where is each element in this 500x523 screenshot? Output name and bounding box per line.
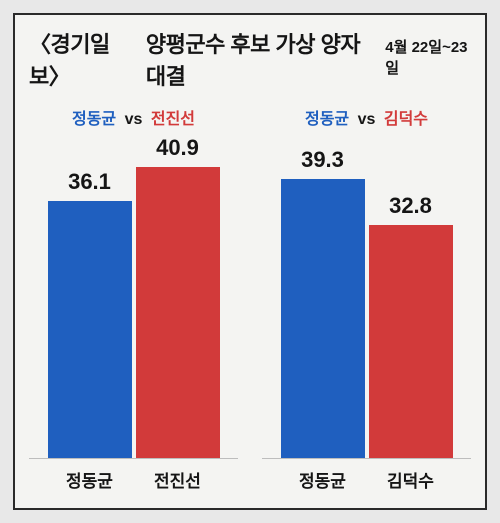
bar-b: [369, 225, 453, 458]
bar-value: 39.3: [301, 147, 344, 173]
x-label-a: 정동균: [281, 467, 365, 492]
matchup-vs: vs: [125, 111, 143, 128]
bar-value: 32.8: [389, 193, 432, 219]
title-date: 4월 22일~23일: [385, 36, 471, 78]
bars-area: 39.3 32.8: [262, 135, 471, 459]
title-source: 〈경기일보〉: [29, 27, 138, 91]
matchup-name-a: 정동균: [72, 111, 116, 128]
chart-frame: 〈경기일보〉 양평군수 후보 가상 양자 대결 4월 22일~23일 정동균 v…: [13, 13, 487, 510]
bar-a: [48, 201, 132, 458]
charts-row: 정동균 vs 전진선 36.1 40.9 정동균 전진선: [29, 105, 471, 492]
x-label-b: 김덕수: [369, 467, 453, 492]
matchup-label: 정동균 vs 김덕수: [262, 105, 471, 129]
x-label-a: 정동균: [48, 467, 132, 492]
bar-b: [136, 167, 220, 458]
matchup-name-a: 정동균: [305, 111, 349, 128]
chart-panel-1: 정동균 vs 김덕수 39.3 32.8 정동균 김덕수: [262, 105, 471, 492]
x-label-b: 전진선: [136, 467, 220, 492]
bar-wrap-b: 32.8: [369, 135, 453, 458]
bar-wrap-a: 39.3: [281, 135, 365, 458]
chart-panel-0: 정동균 vs 전진선 36.1 40.9 정동균 전진선: [29, 105, 238, 492]
matchup-name-b: 김덕수: [384, 111, 428, 128]
bar-wrap-a: 36.1: [48, 135, 132, 458]
chart-title-row: 〈경기일보〉 양평군수 후보 가상 양자 대결 4월 22일~23일: [29, 27, 471, 91]
title-headline: 양평군수 후보 가상 양자 대결: [146, 27, 377, 91]
x-axis-labels: 정동균 전진선: [29, 467, 238, 492]
matchup-name-b: 전진선: [151, 111, 195, 128]
matchup-label: 정동균 vs 전진선: [29, 105, 238, 129]
bar-value: 40.9: [156, 135, 199, 161]
x-axis-labels: 정동균 김덕수: [262, 467, 471, 492]
bars-area: 36.1 40.9: [29, 135, 238, 459]
matchup-vs: vs: [358, 111, 376, 128]
bar-wrap-b: 40.9: [136, 135, 220, 458]
bar-a: [281, 179, 365, 458]
bar-value: 36.1: [68, 169, 111, 195]
